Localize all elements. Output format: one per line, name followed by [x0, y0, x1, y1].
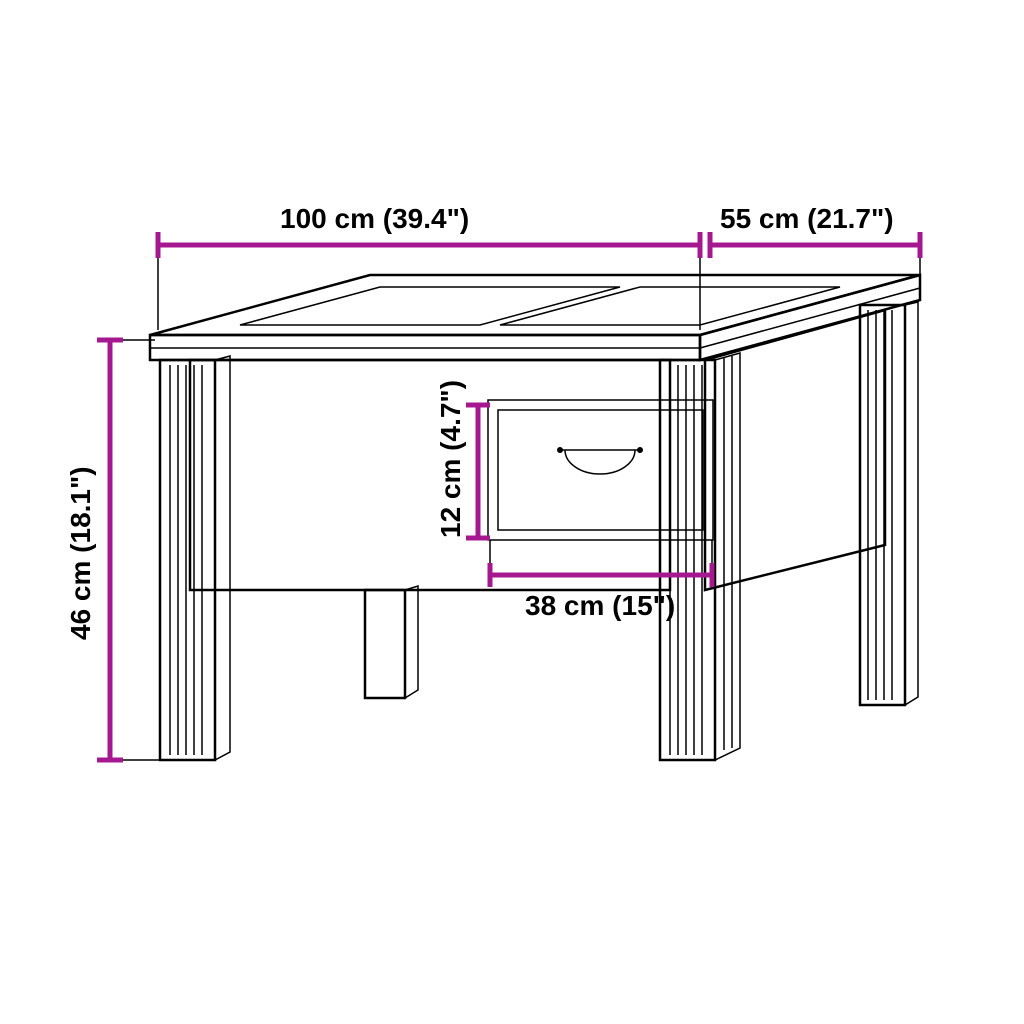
leg-back-left	[365, 586, 418, 698]
label-drawer-w: 38 cm (15")	[525, 590, 675, 621]
dim-width	[158, 232, 700, 330]
dim-drawer-height	[466, 405, 490, 538]
label-depth: 55 cm (21.7")	[720, 203, 894, 234]
table-top	[150, 275, 920, 360]
label-height: 46 cm (18.1")	[65, 466, 96, 640]
dim-depth	[710, 232, 920, 300]
label-drawer-h: 12 cm (4.7")	[435, 380, 466, 538]
label-width: 100 cm (39.4")	[280, 203, 469, 234]
drawer	[488, 400, 713, 540]
leg-front-right	[660, 353, 740, 760]
dim-height	[97, 340, 160, 760]
leg-front-left	[160, 356, 230, 760]
leg-back-right	[860, 302, 918, 705]
drawer-handle-icon	[557, 447, 643, 474]
